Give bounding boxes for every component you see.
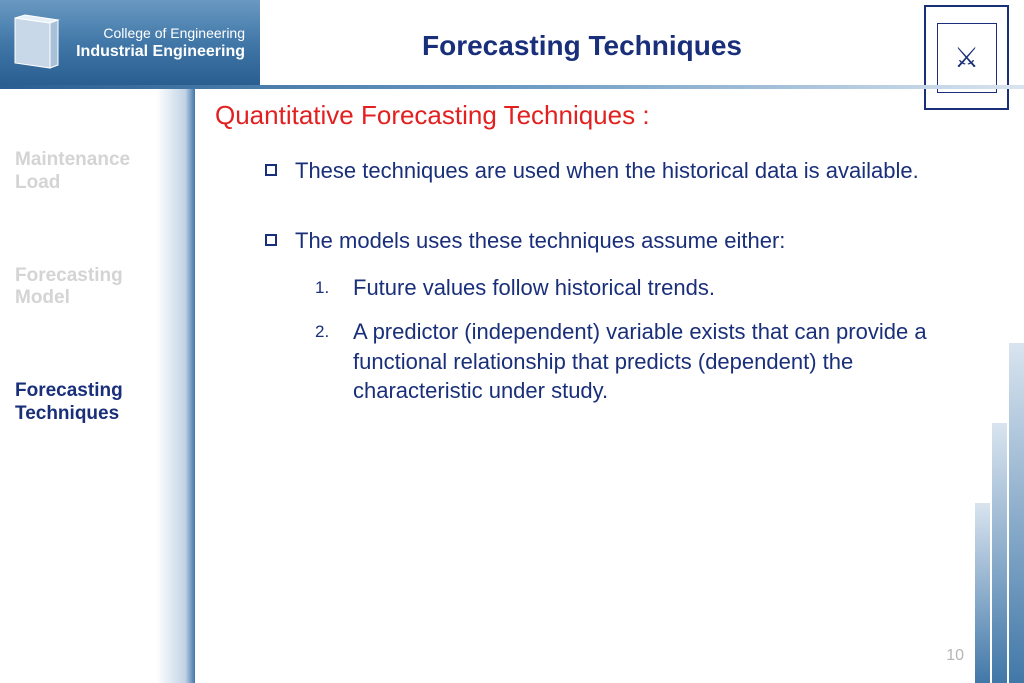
list-item: 1. Future values follow historical trend…: [315, 273, 984, 303]
sidebar-nav: Maintenance Load Forecasting Model Forec…: [0, 89, 195, 683]
book-icon: [10, 13, 60, 73]
college-text: College of Engineering Industrial Engine…: [70, 25, 260, 61]
list-number: 1.: [315, 277, 335, 300]
bullet-icon: [265, 234, 277, 246]
sidebar-item-forecasting-techniques[interactable]: Forecasting Techniques: [15, 380, 175, 426]
list-item: 2. A predictor (independent) variable ex…: [315, 317, 984, 406]
university-logo: ⚔: [924, 5, 1009, 110]
sidebar-item-maintenance-load[interactable]: Maintenance Load: [15, 149, 175, 195]
list-text: A predictor (independent) variable exist…: [353, 317, 984, 406]
content-area: Quantitative Forecasting Techniques : Th…: [215, 100, 984, 420]
sidebar-item-forecasting-model[interactable]: Forecasting Model: [15, 265, 175, 311]
bullet-item: The models uses these techniques assume …: [265, 226, 984, 256]
logo-symbol: ⚔: [937, 23, 997, 93]
bullet-text: The models uses these techniques assume …: [295, 226, 785, 256]
bullet-icon: [265, 164, 277, 176]
bullet-item: These techniques are used when the histo…: [265, 156, 984, 186]
numbered-list: 1. Future values follow historical trend…: [315, 273, 984, 406]
list-text: Future values follow historical trends.: [353, 273, 715, 303]
college-line2: Industrial Engineering: [70, 43, 245, 61]
college-line1: College of Engineering: [70, 25, 245, 41]
list-number: 2.: [315, 321, 335, 344]
page-title: Forecasting Techniques: [260, 30, 904, 62]
content-subtitle: Quantitative Forecasting Techniques :: [215, 100, 984, 131]
page-number: 10: [946, 647, 964, 665]
header-college-bar: College of Engineering Industrial Engine…: [0, 0, 260, 85]
bullet-text: These techniques are used when the histo…: [295, 156, 919, 186]
decorative-bars: [964, 333, 1024, 683]
